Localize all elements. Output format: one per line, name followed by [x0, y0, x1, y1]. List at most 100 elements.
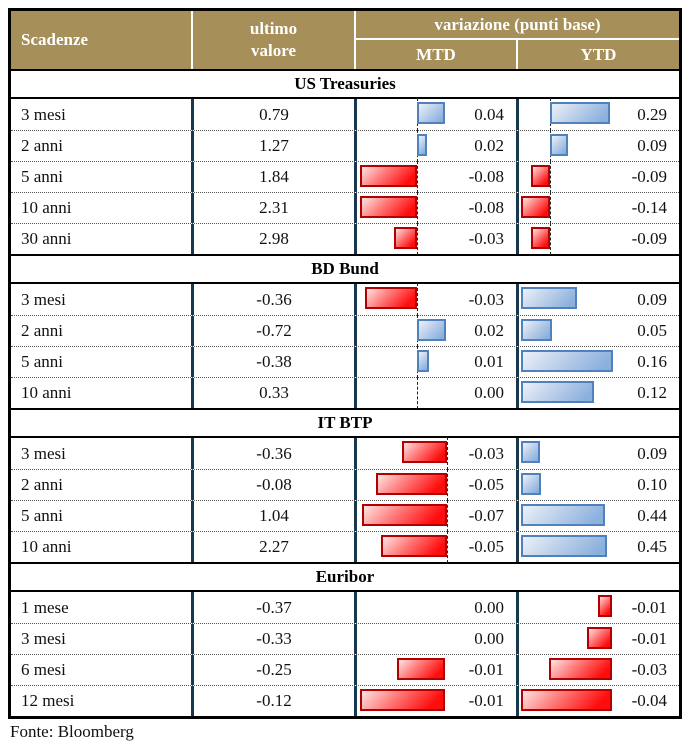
- mtd-value: 0.00: [474, 597, 504, 617]
- table-row: 2 anni 1.27 0.02 0.09: [11, 130, 679, 162]
- mtd-bar-cell: -0.07: [354, 500, 516, 532]
- table-row: 10 anni 0.33 0.00 0.12: [11, 377, 679, 409]
- ytd-value: 0.05: [637, 321, 667, 340]
- mtd-bar-cell: 0.01: [354, 346, 516, 378]
- section-title: IT BTP: [11, 408, 679, 438]
- ytd-plot-area: [521, 98, 615, 131]
- ytd-bar: [521, 319, 552, 341]
- table-header: Scadenze ultimo valore variazione (punti…: [11, 11, 679, 69]
- mtd-bar-cell: 0.00: [354, 377, 516, 409]
- maturity-label: 2 anni: [21, 136, 64, 155]
- mtd-bar-cell: -0.03: [354, 223, 516, 255]
- mtd-plot-area: [359, 315, 453, 347]
- mtd-value: -0.01: [468, 691, 504, 710]
- ytd-axis-baseline: [549, 161, 551, 193]
- ytd-bar: [531, 165, 550, 187]
- mtd-value: -0.03: [468, 289, 504, 309]
- mtd-plot-area: [359, 192, 453, 224]
- maturity-label: 30 anni: [21, 229, 72, 248]
- header-variation-group: variazione (punti base): [354, 11, 679, 40]
- last-value-cell: 1.27: [191, 131, 354, 161]
- ytd-plot-area: [521, 161, 615, 193]
- ytd-bar-cell: 0.16: [516, 347, 679, 377]
- mtd-value: -0.05: [468, 475, 504, 494]
- ytd-bar-cell: 0.44: [516, 501, 679, 531]
- ytd-bar-cell: 0.09: [516, 130, 679, 162]
- section-title: BD Bund: [11, 254, 679, 284]
- ytd-bar: [531, 227, 550, 249]
- maturity-label: 3 mesi: [21, 443, 66, 463]
- mtd-bar-cell: 0.00: [354, 624, 516, 654]
- mtd-plot-area: [359, 223, 453, 255]
- last-value-cell: -0.36: [191, 438, 354, 469]
- table-row: 3 mesi -0.33 0.00 -0.01: [11, 623, 679, 654]
- ytd-bar-cell: -0.14: [516, 192, 679, 224]
- maturity-label: 1 mese: [21, 597, 69, 617]
- ytd-value: 0.45: [637, 537, 667, 556]
- maturity-label: 10 anni: [21, 383, 72, 402]
- mtd-value: -0.07: [468, 506, 504, 525]
- table-row: 5 anni 1.04 -0.07 0.44: [11, 500, 679, 532]
- ytd-bar: [521, 689, 613, 711]
- header-last-value: ultimo valore: [191, 11, 354, 69]
- ytd-bar: [587, 627, 613, 649]
- mtd-plot-area: [359, 437, 453, 470]
- last-value-cell: -0.38: [191, 347, 354, 377]
- table-row: 12 mesi -0.12 -0.01 -0.04: [11, 685, 679, 716]
- mtd-bar: [359, 689, 446, 711]
- ytd-plot-area: [521, 470, 615, 500]
- yield-table: Scadenze ultimo valore variazione (punti…: [8, 8, 682, 719]
- mtd-bar: [375, 473, 448, 495]
- mtd-plot-area: [359, 531, 453, 563]
- mtd-plot-area: [359, 500, 453, 532]
- maturity-label: 3 mesi: [21, 629, 66, 648]
- table-row: 10 anni 2.27 -0.05 0.45: [11, 531, 679, 563]
- last-value-cell: -0.37: [191, 592, 354, 623]
- ytd-plot-area: [521, 223, 615, 255]
- mtd-bar: [416, 319, 447, 341]
- maturity-label: 3 mesi: [21, 289, 66, 309]
- last-value-cell: -0.25: [191, 655, 354, 685]
- ytd-bar: [521, 535, 608, 557]
- ytd-value: 0.16: [637, 352, 667, 371]
- last-value-cell: -0.36: [191, 284, 354, 315]
- mtd-plot-area: [359, 283, 453, 316]
- mtd-bar: [416, 134, 427, 156]
- ytd-value: -0.09: [631, 167, 667, 186]
- mtd-bar: [401, 441, 448, 463]
- ytd-bar: [521, 196, 550, 218]
- mtd-value: 0.02: [474, 321, 504, 340]
- ytd-bar-cell: 0.10: [516, 470, 679, 500]
- ytd-value: -0.01: [631, 629, 667, 648]
- maturity-label: 6 mesi: [21, 660, 66, 679]
- header-last-value-line2: valore: [250, 41, 296, 60]
- table-row: 3 mesi -0.36 -0.03 0.09: [11, 437, 679, 470]
- maturity-label: 5 anni: [21, 506, 64, 525]
- mtd-value: 0.00: [474, 383, 504, 402]
- ytd-bar: [549, 102, 611, 124]
- last-value-cell: 0.79: [191, 99, 354, 130]
- ytd-bar: [521, 504, 605, 526]
- table-row: 10 anni 2.31 -0.08 -0.14: [11, 192, 679, 224]
- mtd-axis-baseline: [416, 161, 418, 193]
- last-value-cell: 0.33: [191, 378, 354, 408]
- mtd-bar: [364, 287, 417, 309]
- mtd-plot-area: [359, 469, 453, 501]
- source-note: Fonte: Bloomberg: [10, 722, 134, 741]
- table-row: 5 anni -0.38 0.01 0.16: [11, 346, 679, 378]
- mtd-bar-cell: 0.02: [354, 315, 516, 347]
- ytd-axis-baseline: [549, 223, 551, 255]
- ytd-bar: [521, 473, 541, 495]
- ytd-value: 0.09: [637, 289, 667, 309]
- mtd-axis-baseline: [447, 437, 449, 470]
- ytd-value: -0.04: [631, 691, 667, 710]
- section-it-btp: IT BTP 3 mesi -0.36 -0.03 0.09 2 anni -0.08 -0.…: [11, 408, 679, 563]
- ytd-value: -0.01: [631, 597, 667, 617]
- ytd-plot-area: [521, 347, 615, 377]
- last-value-cell: 2.98: [191, 224, 354, 254]
- mtd-axis-baseline: [416, 377, 418, 409]
- section-rows: 3 mesi 0.79 0.04 0.29 2 anni 1.27 0.02 0.09 5 an…: [11, 98, 679, 255]
- ytd-plot-area: [521, 532, 615, 562]
- mtd-plot-area: [359, 686, 453, 716]
